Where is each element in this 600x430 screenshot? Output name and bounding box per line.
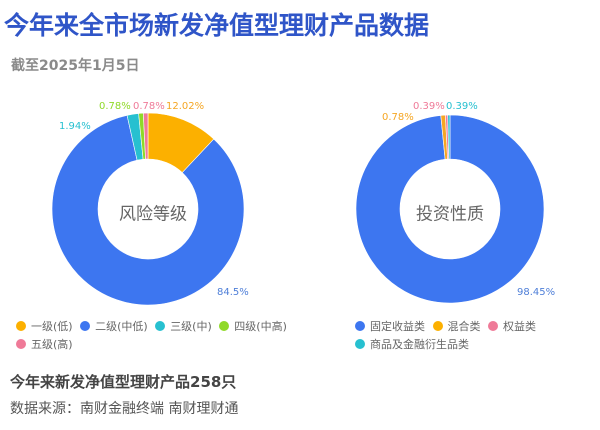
- pct-label-level4: 0.78%: [99, 101, 131, 112]
- legend-dot-icon: [16, 339, 26, 349]
- data-source: 数据来源：南财金融终端 南财理财通: [10, 401, 239, 417]
- donut-slice[interactable]: [355, 114, 545, 304]
- risk-level-donut: [51, 112, 245, 306]
- date-subtitle: 截至2025年1月5日: [11, 58, 140, 74]
- pct-label-equity: 0.39%: [413, 101, 445, 112]
- legend-dot-icon: [16, 321, 26, 331]
- donut-slice[interactable]: [51, 114, 245, 306]
- pct-label-level5: 0.78%: [133, 101, 165, 112]
- risk-level-center-label: 风险等级: [119, 204, 187, 225]
- risk-level-chart: 风险等级 12.02% 84.5% 1.94% 0.78% 0.78%: [0, 85, 300, 310]
- pct-label-fixed-income: 98.45%: [517, 287, 556, 298]
- donut-slice[interactable]: [447, 114, 451, 160]
- risk-level-legend: 一级(低) 二级(中低) 三级(中) 四级(中高) 五级(高): [16, 317, 306, 353]
- legend-dot-icon: [355, 321, 365, 331]
- legend-dot-icon: [80, 321, 91, 331]
- legend-item-commodity[interactable]: 商品及金融衍生品类: [355, 335, 469, 353]
- legend-item-level2[interactable]: 二级(中低): [80, 317, 148, 335]
- page-title: 今年来全市场新发净值型理财产品数据: [4, 11, 430, 40]
- pct-label-commodity: 0.39%: [446, 101, 478, 112]
- legend-item-fixed-income[interactable]: 固定收益类: [355, 317, 425, 335]
- donut-slice[interactable]: [142, 112, 149, 160]
- investment-nature-donut: [355, 114, 545, 304]
- legend-dot-icon: [355, 339, 365, 349]
- pct-label-level3: 1.94%: [59, 121, 91, 132]
- legend-item-level3[interactable]: 三级(中): [155, 317, 212, 335]
- legend-dot-icon: [155, 321, 166, 331]
- legend-dot-icon: [219, 321, 230, 331]
- legend-dot-icon: [488, 321, 498, 331]
- legend-item-mixed[interactable]: 混合类: [432, 317, 481, 335]
- legend-dot-icon: [432, 321, 443, 331]
- investment-nature-center-label: 投资性质: [416, 204, 484, 225]
- legend-item-level5[interactable]: 五级(高): [16, 335, 73, 353]
- legend-item-level1[interactable]: 一级(低): [16, 317, 73, 335]
- legend-item-equity[interactable]: 权益类: [488, 317, 536, 335]
- product-count-summary: 今年来新发净值型理财产品258只: [10, 373, 237, 391]
- pct-label-level2: 84.5%: [217, 287, 249, 298]
- pct-label-mixed: 0.78%: [382, 112, 414, 123]
- pct-label-level1: 12.02%: [166, 101, 205, 112]
- legend-item-level4[interactable]: 四级(中高): [219, 317, 287, 335]
- investment-nature-chart: 投资性质 98.45% 0.78% 0.39% 0.39%: [300, 85, 600, 310]
- investment-nature-legend: 固定收益类 混合类 权益类 商品及金融衍生品类: [355, 317, 595, 353]
